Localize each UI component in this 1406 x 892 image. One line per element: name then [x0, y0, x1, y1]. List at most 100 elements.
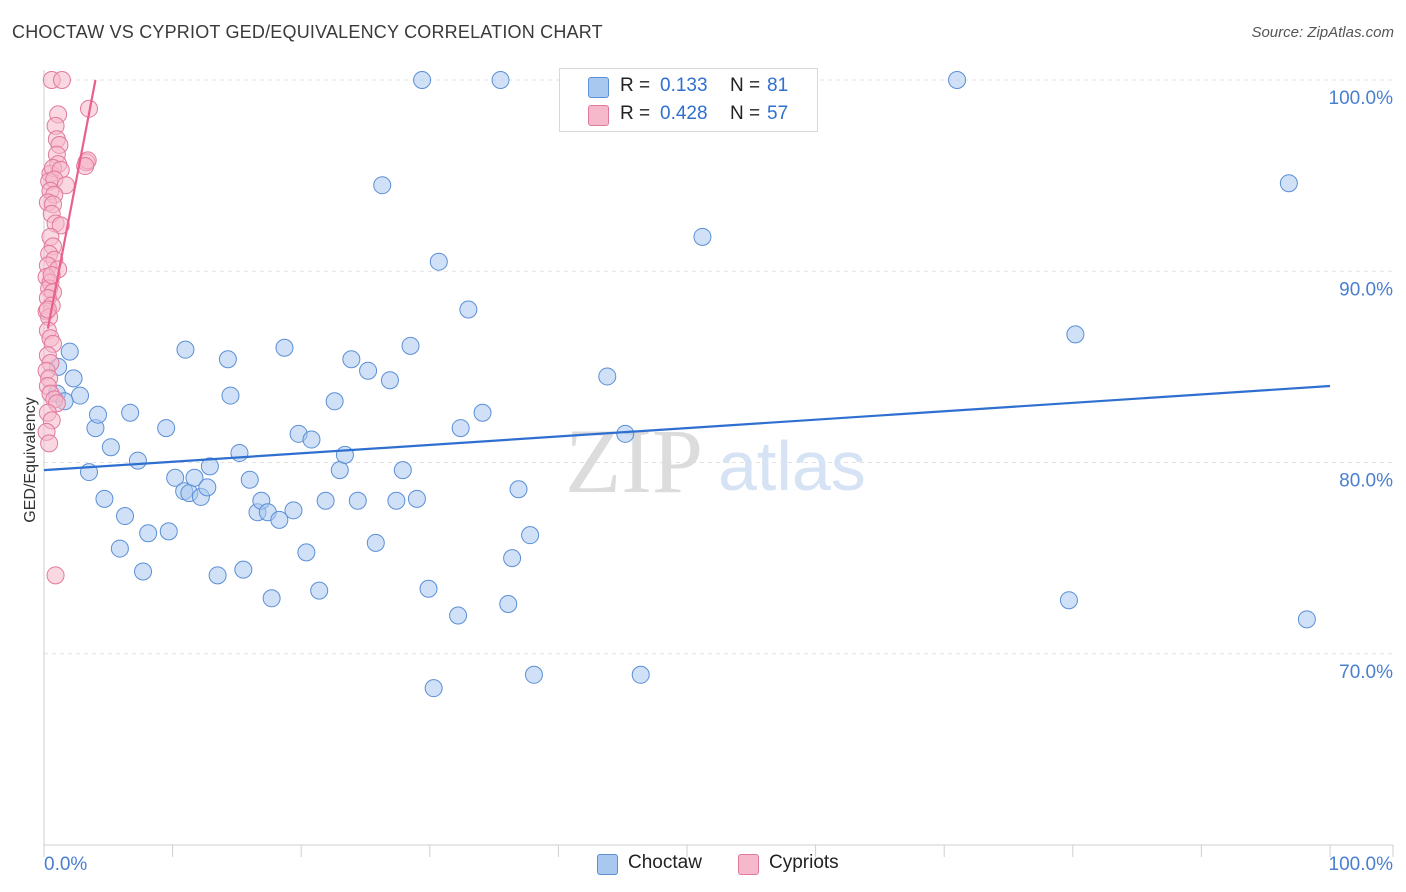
data-point-choctaw: [1066, 325, 1085, 344]
data-point-choctaw: [60, 342, 79, 361]
data-point-choctaw: [159, 522, 178, 541]
data-point-choctaw: [1297, 610, 1316, 629]
data-point-choctaw: [503, 549, 522, 568]
data-point-choctaw: [198, 478, 217, 497]
data-point-choctaw: [270, 510, 289, 529]
data-point-choctaw: [128, 451, 147, 470]
data-point-choctaw: [330, 461, 349, 480]
data-point-choctaw: [948, 71, 967, 89]
data-point-choctaw: [335, 445, 354, 464]
legend-swatch-cypriots: [588, 105, 609, 126]
trend-line-choctaw: [43, 384, 1331, 472]
data-point-choctaw: [419, 579, 438, 598]
legend-r-value: 0.428: [660, 103, 708, 124]
legend-n-value: 81: [767, 75, 789, 96]
data-point-choctaw: [234, 560, 253, 579]
data-point-choctaw: [342, 350, 361, 369]
series-choctaw: [47, 71, 1316, 698]
data-point-cypriots: [40, 434, 59, 453]
data-point-choctaw: [221, 386, 240, 405]
bottom-legend-label: Cypriots: [769, 852, 839, 873]
legend-r-value: 0.133: [660, 75, 708, 96]
data-point-choctaw: [631, 665, 650, 684]
data-point-choctaw: [230, 443, 249, 462]
y-tick-labels: 70.0% 80.0% 90.0% 100.0%: [1329, 88, 1394, 683]
legend-n-value: 57: [767, 103, 789, 124]
stats-legend: R = 0.133 N = 81 R = 0.428 N = 57: [559, 68, 818, 132]
legend-swatch-choctaw: [588, 77, 609, 98]
data-point-choctaw: [598, 367, 617, 386]
legend-n-label: N =: [730, 103, 761, 124]
data-point-choctaw: [407, 489, 426, 508]
data-point-choctaw: [348, 491, 367, 510]
watermark-zip: ZIP: [565, 410, 703, 512]
data-point-choctaw: [101, 438, 120, 457]
bottom-legend-label: Choctaw: [628, 852, 702, 873]
data-point-choctaw: [459, 300, 478, 319]
data-point-choctaw: [200, 457, 219, 476]
legend-row-choctaw: R = 0.133 N = 81: [560, 73, 817, 101]
data-point-choctaw: [449, 606, 468, 625]
data-point-choctaw: [208, 566, 227, 585]
y-tick-label: 100.0%: [1329, 88, 1394, 109]
data-point-choctaw: [176, 340, 195, 359]
data-point-choctaw: [116, 507, 135, 526]
data-point-choctaw: [499, 595, 518, 614]
data-point-choctaw: [373, 176, 392, 195]
data-point-choctaw: [185, 468, 204, 487]
data-point-choctaw: [491, 71, 510, 89]
bottom-legend-swatch-choctaw: [597, 854, 618, 875]
data-point-choctaw: [524, 665, 543, 684]
data-point-choctaw: [616, 424, 635, 443]
data-point-choctaw: [429, 252, 448, 271]
data-point-choctaw: [218, 350, 237, 369]
data-point-choctaw: [1279, 174, 1298, 193]
data-point-cypriots: [51, 216, 70, 235]
data-point-choctaw: [1059, 591, 1078, 610]
y-tick-label: 80.0%: [1339, 471, 1393, 492]
data-point-choctaw: [134, 562, 153, 581]
data-point-choctaw: [380, 371, 399, 390]
data-point-choctaw: [366, 533, 385, 552]
data-point-choctaw: [693, 227, 712, 246]
x-tick-label-max: 100.0%: [1329, 854, 1394, 875]
data-point-choctaw: [95, 489, 114, 508]
data-point-choctaw: [521, 526, 540, 545]
data-point-choctaw: [284, 501, 303, 520]
data-point-choctaw: [451, 419, 470, 438]
data-point-choctaw: [316, 491, 335, 510]
data-point-choctaw: [393, 461, 412, 480]
data-point-cypriots: [46, 566, 65, 585]
data-point-choctaw: [473, 403, 492, 422]
data-point-choctaw: [509, 480, 528, 499]
x-tick-label-min: 0.0%: [44, 854, 87, 875]
data-point-choctaw: [310, 581, 329, 600]
data-point-choctaw: [387, 491, 406, 510]
data-point-cypriots: [38, 300, 57, 319]
data-point-choctaw: [157, 419, 176, 438]
data-point-choctaw: [325, 392, 344, 411]
data-point-choctaw: [359, 361, 378, 380]
legend-r-label: R =: [620, 75, 651, 96]
data-point-choctaw: [424, 679, 443, 698]
trend-line-cypriots: [46, 79, 97, 329]
data-point-choctaw: [262, 589, 281, 608]
data-point-cypriots: [42, 266, 61, 285]
legend-r-label: R =: [620, 103, 651, 124]
legend-n-label: N =: [730, 75, 761, 96]
data-point-choctaw: [297, 543, 316, 562]
data-point-cypriots: [53, 71, 72, 89]
watermark-atlas: atlas: [718, 427, 866, 505]
series-cypriots: [37, 71, 99, 585]
source-note: Source: ZipAtlas.com: [1251, 24, 1394, 41]
data-point-choctaw: [139, 524, 158, 543]
data-point-choctaw: [275, 338, 294, 357]
data-point-choctaw: [110, 539, 129, 558]
y-tick-label: 90.0%: [1339, 279, 1393, 300]
bottom-legend-swatch-cypriots: [738, 854, 759, 875]
data-point-choctaw: [166, 468, 185, 487]
data-point-choctaw: [89, 405, 108, 424]
data-point-choctaw: [240, 470, 259, 489]
data-point-choctaw: [64, 369, 83, 388]
data-point-choctaw: [71, 386, 90, 405]
